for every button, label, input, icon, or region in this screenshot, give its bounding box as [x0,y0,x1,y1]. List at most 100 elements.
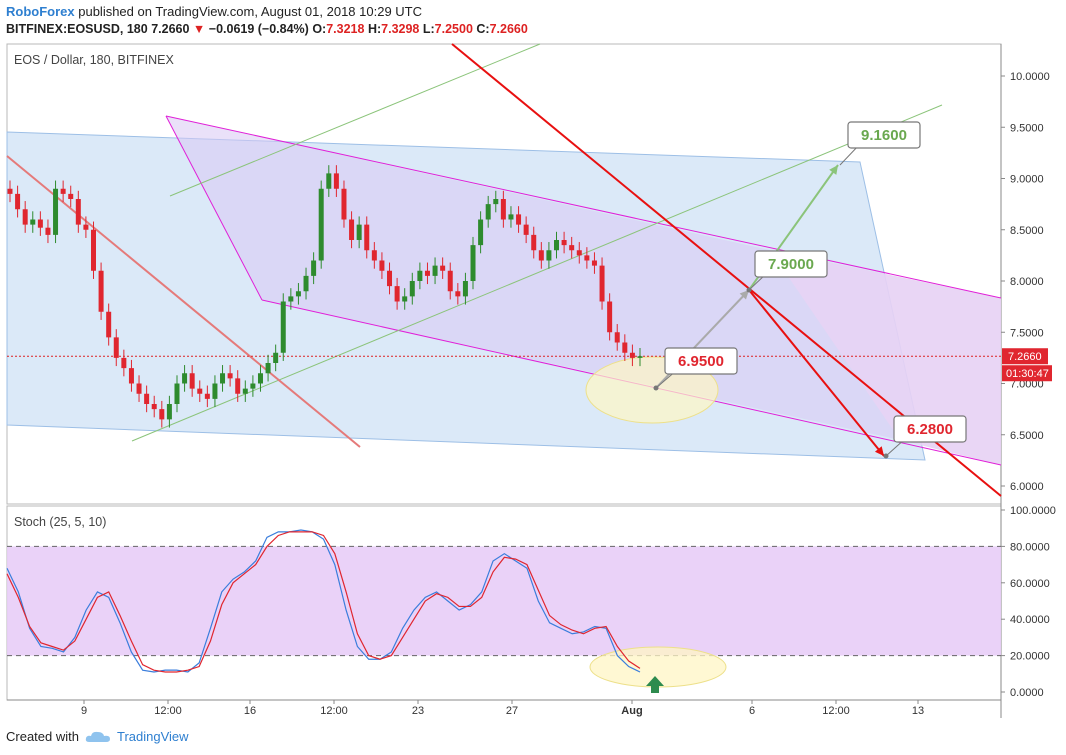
candle [462,281,468,297]
open-label: O: [312,22,327,36]
candle [402,296,408,302]
candle [15,193,21,210]
stoch-tick-label: 20.0000 [1010,651,1050,663]
publish-header: RoboForex published on TradingView.com, … [6,4,422,19]
price-tick-label: 10.0000 [1010,71,1050,83]
candle [144,393,150,404]
candle [356,224,362,240]
time-tick-label: 13 [912,705,924,717]
candle [250,383,256,389]
price-tick-label: 7.0000 [1010,379,1044,391]
channel-top-line [165,115,1002,299]
candle [90,229,96,271]
candle [98,270,104,312]
candle [227,373,233,379]
candle [394,286,400,302]
created-with-label: Created with [6,729,79,744]
candle [523,224,529,235]
candle [45,227,51,235]
callout-7-90-label: 7.9000 [768,256,814,273]
candle [470,245,476,281]
channel-left-line [165,115,263,301]
salmon-trendline [6,155,361,448]
candle [599,265,605,302]
price-tick-label: 9.5000 [1010,122,1044,134]
candle [622,342,628,353]
callout-6-95-box [664,347,738,375]
candle [273,352,279,363]
candle [500,199,506,220]
time-tick-label: 16 [244,705,256,717]
time-tick-label: 12:00 [822,705,850,717]
time-tick-label: 27 [506,705,518,717]
time-tick-label: 6 [749,705,755,717]
price-tick-label: 8.5000 [1010,225,1044,237]
stoch-tick-label: 80.0000 [1010,541,1050,553]
close-label: C: [476,22,490,36]
candle [189,373,195,389]
candle [159,409,165,420]
candle [151,404,157,410]
candle [182,373,188,384]
anchor-dot [746,287,752,293]
candle [424,270,430,276]
candle [68,193,74,199]
footer: Created with TradingView [6,729,189,744]
price-change: −0.0619 (−0.84%) [208,22,309,36]
callout-7-90-box [754,250,828,278]
candle [417,270,423,281]
candle [538,250,544,261]
candle [121,357,127,369]
candle [387,270,393,287]
candle [508,214,514,220]
time-tick-label: Aug [621,705,642,717]
green-trendline-upper [169,43,541,197]
candle [311,260,317,276]
tradingview-link[interactable]: TradingView [116,729,189,744]
candle [409,281,415,297]
callout-9-16-box [847,121,921,149]
candle [37,219,43,228]
price-tick-label: 8.0000 [1010,276,1044,288]
up-arrow-icon [646,676,664,693]
green-trendline-lower [131,104,943,442]
last-price-tag [1002,348,1048,365]
close-value: 7.2660 [489,22,528,36]
candle [569,245,575,251]
stoch-geometry [6,529,1001,693]
candle [341,188,347,220]
last-price-tag-label: 7.2660 [1008,351,1042,363]
candles-layer [7,165,643,428]
candle [113,337,119,358]
candle [493,199,499,205]
author-link[interactable]: RoboForex [6,4,75,19]
candle [318,188,324,261]
candle [531,234,537,251]
candle [136,383,142,394]
price-tick-label: 6.0000 [1010,481,1044,493]
stoch-pane-title: Stoch (25, 5, 10) [14,515,106,529]
candle [75,199,81,225]
candle [257,373,263,384]
candle [349,219,355,240]
time-tick-label: 12:00 [154,705,182,717]
candle [204,393,210,399]
candle [280,301,286,353]
callout-6-95-label: 6.9500 [678,353,724,370]
stoch-tick-label: 60.0000 [1010,578,1050,590]
candle [447,270,453,292]
anchor-dot [653,385,659,391]
stoch-tick-label: 40.0000 [1010,614,1050,626]
candle [106,311,112,338]
symbol-name: BITFINEX:EOSUSD, 180 [6,22,148,36]
candle [128,368,134,384]
red-arrow [748,289,885,457]
candle [591,260,597,266]
stoch-tick-label: 100.0000 [1010,505,1056,517]
purple-channel [166,116,1001,465]
candle [212,383,218,399]
stoch-series-%K [6,529,641,673]
price-tick-label: 6.5000 [1010,430,1044,442]
candle [166,404,172,420]
